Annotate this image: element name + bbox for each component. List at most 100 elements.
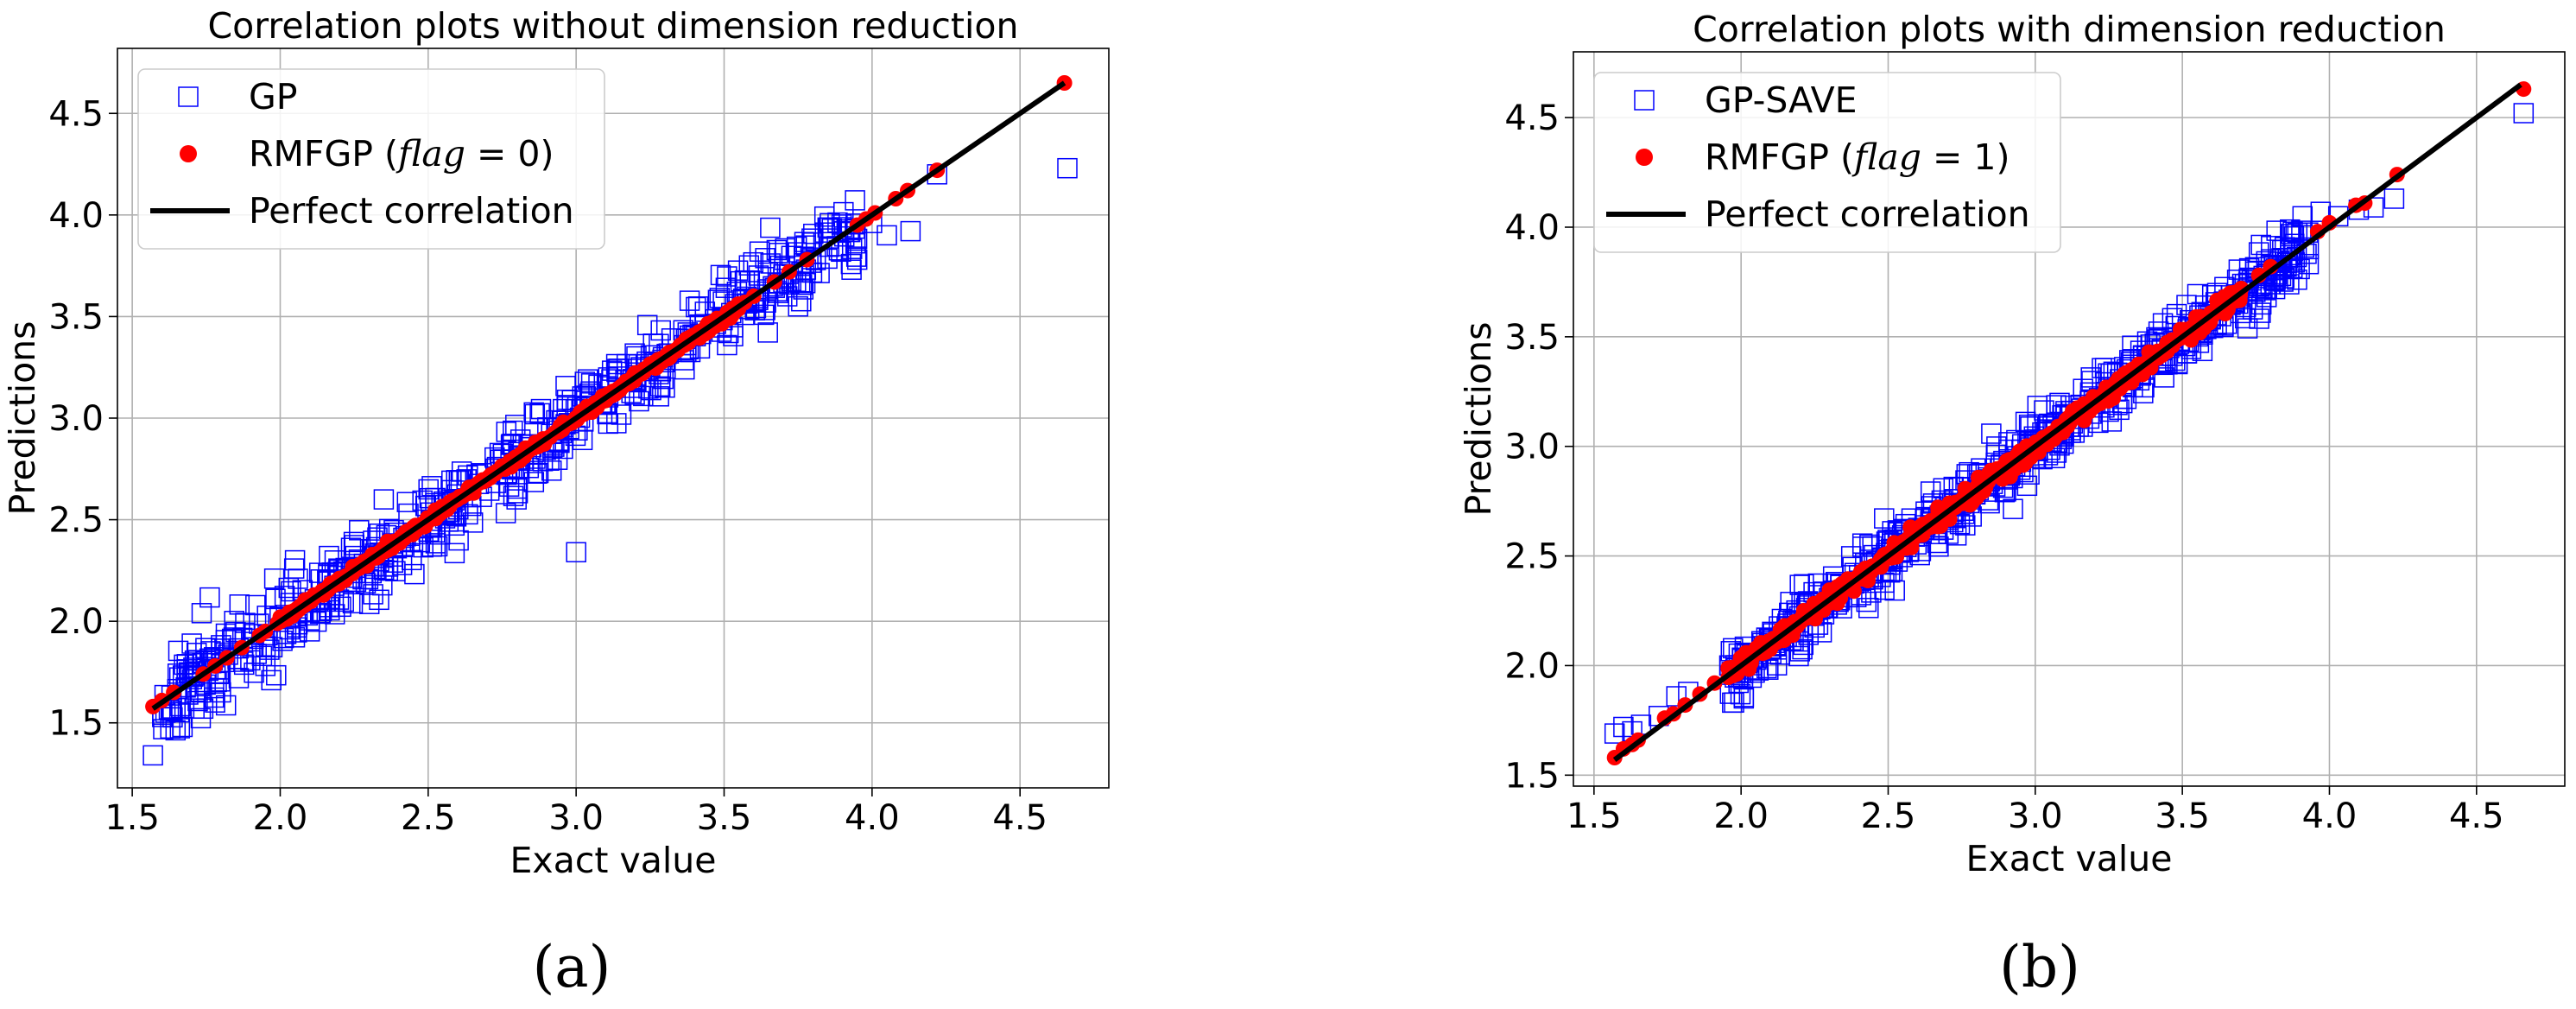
y-tick-label: 3.0 <box>1504 428 1560 467</box>
gp-marker <box>801 228 822 249</box>
gp-marker <box>1792 638 1813 660</box>
gp-marker <box>2277 248 2299 269</box>
x-tick-label: 4.0 <box>845 798 900 838</box>
gp-marker <box>342 593 364 614</box>
y-tick-label: 4.5 <box>48 94 104 134</box>
gp-marker <box>2003 498 2023 519</box>
gp-marker <box>578 369 598 390</box>
gp-marker <box>1722 692 1743 714</box>
gp-marker <box>757 322 778 343</box>
gp-marker <box>820 213 840 234</box>
gp-marker <box>1874 508 1895 529</box>
gp-marker <box>507 483 528 504</box>
legend-rmfgp-marker <box>180 145 197 162</box>
gp-marker <box>760 253 781 274</box>
gp-marker <box>287 622 307 643</box>
gp-marker <box>821 219 843 239</box>
x-tick-label: 2.0 <box>1713 796 1769 836</box>
gp-marker <box>566 542 586 562</box>
legend-gp-marker <box>178 86 199 107</box>
gp-marker <box>229 594 250 615</box>
x-tick-label: 2.5 <box>401 798 456 838</box>
legend-rmfgp-label-part: = 1) <box>1921 136 2010 178</box>
gp-marker <box>413 536 434 558</box>
gp-marker <box>2274 237 2295 257</box>
chart-title: Correlation plots without dimension redu… <box>208 5 1019 47</box>
gp-marker <box>284 549 306 571</box>
legend-perfect-correlation-label: Perfect correlation <box>1705 194 2030 235</box>
gp-marker <box>1604 723 1625 744</box>
gp-marker <box>846 249 868 270</box>
gp-marker <box>495 503 516 524</box>
gp-marker <box>840 253 862 275</box>
gp-marker <box>775 238 795 259</box>
y-tick-label: 2.5 <box>48 501 104 541</box>
gp-marker <box>717 334 737 356</box>
perfect-correlation-line <box>1612 82 2522 762</box>
legend-perfect-correlation-label: Perfect correlation <box>249 190 574 232</box>
x-tick-label: 1.5 <box>1566 796 1622 836</box>
gp-marker <box>1920 481 1941 502</box>
legend-rmfgp-flag-term: flag <box>396 133 465 175</box>
x-tick-label: 4.0 <box>2302 796 2358 836</box>
legend-frame <box>137 68 605 250</box>
panel-a: 1.5 2.0 2.5 3.0 3.5 4.0 4.5 1.5 2.0 2.5 3.0 3.5 4.0 4… <box>2 5 1110 1000</box>
gp-marker <box>2049 392 2070 414</box>
y-tick-label: 3.5 <box>48 297 104 337</box>
gp-marker <box>369 589 389 611</box>
x-tick-label: 3.0 <box>548 798 604 838</box>
gp-marker <box>142 745 163 766</box>
legend-rmfgp-label-part: RMFGP ( <box>249 133 398 175</box>
gp-marker <box>2310 201 2332 222</box>
x-tick-label: 3.5 <box>2155 796 2210 836</box>
gp-marker <box>1788 645 1809 667</box>
x-tick-label: 3.0 <box>2008 796 2063 836</box>
gp-marker <box>448 530 469 551</box>
gp-marker <box>176 654 198 675</box>
gp-marker <box>2122 335 2142 356</box>
gp-marker <box>187 690 208 712</box>
y-tick-label: 4.0 <box>48 196 104 236</box>
panel-b: 1.5 2.0 2.5 3.0 3.5 4.0 4.5 1.5 2.0 2.5 3.0 3.5 4.0 4… <box>1458 9 2566 1000</box>
gp-marker <box>530 398 552 420</box>
gp-marker <box>760 217 781 238</box>
gp-marker <box>601 360 623 381</box>
gp-marker <box>281 581 301 602</box>
gp-marker <box>2250 294 2272 315</box>
gp-marker <box>168 701 190 723</box>
gp-marker <box>833 201 854 223</box>
legend-frame <box>1593 72 2061 253</box>
gridlines <box>117 48 1109 788</box>
chart-title: Correlation plots with dimension reducti… <box>1693 9 2446 50</box>
gp-marker <box>2016 475 2038 497</box>
legend-gp-label: GP <box>249 76 298 117</box>
gp-marker <box>184 650 206 671</box>
gp-marker <box>709 288 731 308</box>
gp-marker <box>734 270 756 291</box>
gp-marker <box>553 438 573 460</box>
gp-marker <box>707 289 729 310</box>
y-tick-label: 4.5 <box>1504 98 1560 138</box>
gp-marker <box>845 190 865 211</box>
gp-marker <box>2161 308 2183 329</box>
y-tick-label: 3.0 <box>48 399 104 439</box>
gp-marker <box>283 558 305 579</box>
gp-marker <box>228 668 250 689</box>
gp-marker <box>1730 683 1751 705</box>
gp-marker <box>340 537 362 558</box>
panel-caption: (a) <box>533 934 611 1000</box>
gp-marker <box>900 220 921 242</box>
gp-marker <box>421 476 442 497</box>
x-tick-label: 1.5 <box>104 798 160 838</box>
gp-marker <box>743 251 764 273</box>
gp-marker <box>224 611 244 631</box>
gp-marker <box>261 669 282 691</box>
legend-rmfgp-flag-term: flag <box>1851 136 1921 178</box>
gp-marker <box>2513 103 2535 124</box>
gp-marker <box>679 290 700 311</box>
panel-caption: (b) <box>1999 934 2080 1000</box>
perfect-correlation-line <box>151 80 1066 711</box>
y-tick-label: 2.5 <box>1504 537 1560 577</box>
gp-marker <box>817 248 838 270</box>
